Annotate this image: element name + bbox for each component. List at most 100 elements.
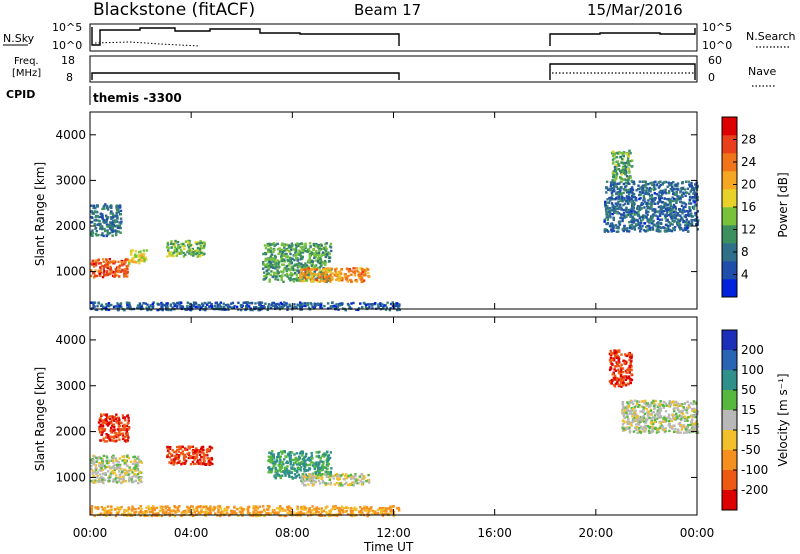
heatmap-cell	[109, 472, 112, 476]
heatmap-cell	[324, 250, 328, 253]
heatmap-cell	[320, 264, 323, 267]
heatmap-cell	[118, 221, 121, 224]
heatmap-cell	[613, 190, 616, 193]
heatmap-cell	[299, 305, 302, 308]
heatmap-cell	[182, 255, 186, 258]
nsky-tick-low: 10^0	[52, 39, 82, 52]
heatmap-cell	[111, 224, 114, 228]
heatmap-cell	[367, 271, 370, 275]
heatmap-cell	[199, 249, 202, 252]
heatmap-cell	[626, 191, 629, 194]
heatmap-cell	[609, 356, 613, 359]
heatmap-cell	[118, 305, 122, 308]
heatmap-cell	[620, 158, 624, 161]
heatmap-cell	[633, 210, 637, 213]
heatmap-cell	[141, 259, 144, 262]
heatmap-cell	[680, 216, 683, 219]
heatmap-cell	[206, 448, 210, 451]
heatmap-cell	[681, 413, 685, 416]
heatmap-cell	[652, 185, 656, 189]
heatmap-cell	[326, 482, 329, 485]
heatmap-cell	[100, 304, 103, 308]
heatmap-cell	[648, 202, 651, 205]
heatmap-cell	[254, 302, 257, 305]
heatmap-cell	[94, 264, 98, 267]
heatmap-cell	[110, 426, 113, 430]
heatmap-cell	[187, 249, 190, 253]
heatmap-cell	[324, 242, 327, 246]
heatmap-cell	[137, 512, 141, 515]
heatmap-cell	[273, 248, 276, 251]
heatmap-cell	[191, 460, 195, 464]
heatmap-cell	[112, 423, 115, 426]
heatmap-cell	[672, 404, 676, 407]
heatmap-cell	[99, 268, 102, 271]
heatmap-cell	[233, 510, 236, 513]
heatmap-cell	[321, 468, 324, 471]
heatmap-cell	[384, 308, 388, 311]
heatmap-cell	[658, 214, 662, 218]
heatmap-cell	[621, 166, 625, 170]
heatmap-cell	[177, 456, 180, 459]
heatmap-cell	[352, 508, 355, 511]
heatmap-cell	[142, 511, 145, 514]
heatmap-cell	[643, 216, 646, 219]
heatmap-cell	[612, 175, 615, 179]
heatmap-cell	[339, 513, 342, 516]
heatmap-cell	[306, 511, 309, 514]
heatmap-cell	[137, 455, 140, 459]
heatmap-cell	[310, 476, 313, 480]
heatmap-cell	[108, 509, 111, 512]
heatmap-cell	[332, 505, 335, 508]
nsky-frame	[89, 23, 698, 52]
heatmap-cell	[90, 510, 93, 514]
heatmap-cell	[613, 211, 616, 214]
heatmap-cell	[285, 265, 288, 268]
heatmap-cell	[172, 461, 175, 464]
heatmap-cell	[654, 403, 657, 407]
heatmap-cell	[650, 419, 653, 423]
heatmap-cell	[118, 473, 121, 476]
heatmap-cell	[200, 446, 204, 449]
heatmap-cell	[317, 258, 320, 262]
heatmap-cell	[291, 257, 294, 260]
heatmap-cell	[620, 385, 623, 388]
heatmap-cell	[176, 508, 179, 511]
heatmap-cell	[121, 459, 124, 462]
heatmap-cell	[609, 349, 612, 353]
heatmap-cell	[620, 208, 623, 211]
heatmap-cell	[277, 266, 280, 269]
heatmap-cell	[95, 460, 98, 463]
heatmap-cell	[119, 209, 123, 213]
heatmap-cell	[267, 511, 270, 515]
heatmap-cell	[308, 254, 312, 257]
heatmap-cell	[334, 272, 337, 275]
heatmap-cell	[694, 185, 698, 189]
heatmap-cell	[115, 413, 118, 416]
heatmap-cell	[357, 271, 361, 274]
heatmap-cell	[339, 272, 343, 275]
heatmap-cell	[109, 224, 112, 228]
heatmap-cell	[166, 306, 169, 309]
heatmap-cell	[265, 265, 268, 269]
heatmap-cell	[290, 268, 294, 271]
heatmap-cell	[320, 507, 323, 510]
heatmap-cell	[264, 302, 267, 305]
heatmap-cell	[652, 401, 655, 405]
heatmap-cell	[101, 232, 104, 235]
heatmap-cell	[90, 210, 93, 213]
heatmap-cell	[636, 207, 639, 210]
heatmap-cell	[321, 464, 324, 467]
heatmap-cell	[644, 180, 647, 183]
heatmap-cell	[344, 309, 347, 312]
heatmap-cell	[339, 271, 342, 274]
heatmap-cell	[184, 308, 187, 311]
heatmap-cell	[289, 279, 292, 282]
heatmap-cell	[625, 371, 628, 374]
heatmap-cell	[657, 194, 660, 197]
heatmap-cell	[185, 511, 188, 514]
heatmap-cell	[211, 462, 214, 466]
heatmap-cell	[360, 269, 364, 272]
heatmap-cell	[281, 242, 284, 245]
heatmap-cell	[314, 513, 318, 516]
